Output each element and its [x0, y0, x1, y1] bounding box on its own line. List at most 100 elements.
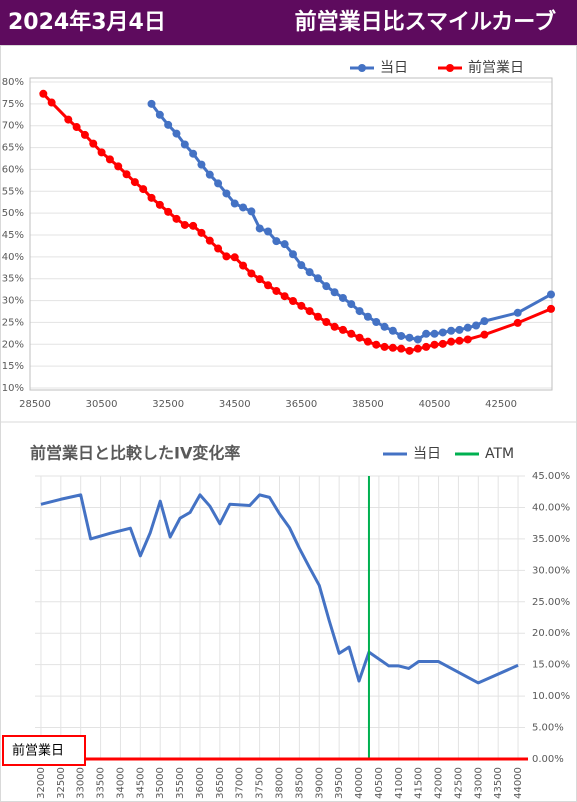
data-point — [455, 336, 464, 345]
data-point — [297, 261, 306, 270]
data-point — [313, 312, 322, 321]
y-tick-label: 50% — [2, 208, 24, 219]
data-point — [264, 281, 273, 290]
y-tick-label: 40% — [2, 252, 24, 263]
y-tick-label: 25.00% — [532, 597, 570, 608]
x-tick-label: 40500 — [419, 399, 451, 410]
data-point — [455, 325, 464, 334]
data-point — [180, 140, 189, 149]
data-point — [39, 89, 48, 98]
data-point — [313, 274, 322, 283]
data-point — [472, 321, 481, 330]
data-point — [447, 337, 456, 346]
y-tick-label: 60% — [2, 164, 24, 175]
data-point — [197, 160, 206, 169]
data-point — [289, 297, 297, 306]
data-point — [363, 312, 372, 321]
y-tick-label: 20% — [2, 339, 24, 350]
data-point — [180, 220, 189, 229]
data-point — [447, 326, 456, 335]
x-tick-label: 42500 — [485, 399, 517, 410]
x-tick-label: 43500 — [493, 767, 504, 799]
x-tick-label: 36500 — [285, 399, 317, 410]
data-point — [255, 275, 264, 284]
data-point — [264, 227, 273, 236]
data-point — [164, 207, 173, 216]
data-point — [322, 317, 331, 326]
y-tick-label: 10.00% — [532, 691, 570, 702]
data-point — [513, 308, 522, 317]
data-point — [338, 325, 347, 334]
x-tick-label: 34000 — [115, 767, 126, 799]
data-point — [388, 326, 397, 335]
data-point — [372, 317, 381, 326]
data-point — [405, 346, 414, 355]
legend-label: 当日 — [380, 60, 408, 76]
x-tick-label: 28500 — [19, 399, 51, 410]
y-tick-label: 30.00% — [532, 565, 570, 576]
data-point — [438, 328, 447, 337]
data-point — [438, 339, 447, 348]
data-point — [230, 253, 239, 262]
y-tick-label: 65% — [2, 143, 24, 154]
legend-label: ATM — [485, 446, 514, 462]
x-tick-label: 38000 — [275, 767, 286, 799]
data-point — [463, 335, 472, 344]
data-point — [272, 286, 281, 295]
data-point — [139, 185, 148, 194]
y-tick-label: 45.00% — [532, 471, 570, 482]
data-point — [189, 221, 198, 230]
data-point — [239, 203, 248, 212]
y-tick-label: 20.00% — [532, 628, 570, 639]
annotation-box — [2, 735, 86, 766]
data-point — [422, 329, 431, 338]
data-point — [380, 322, 389, 331]
data-point — [97, 148, 106, 157]
x-tick-label: 42000 — [434, 767, 445, 799]
x-tick-label: 42500 — [453, 767, 464, 799]
data-point — [397, 331, 406, 340]
data-point — [214, 179, 223, 188]
legend-marker — [358, 64, 366, 72]
plot-frame — [29, 77, 553, 391]
data-point — [547, 304, 555, 313]
x-tick-label: 40000 — [354, 767, 365, 799]
data-point — [338, 293, 347, 302]
x-tick-label: 38500 — [352, 399, 384, 410]
data-point — [372, 340, 381, 349]
data-point — [114, 162, 123, 171]
x-tick-label: 36000 — [195, 767, 206, 799]
data-point — [305, 268, 314, 277]
legend-label: 前営業日 — [468, 59, 524, 76]
legend-label: 当日 — [413, 446, 441, 462]
header-title: 前営業日比スマイルカーブ — [295, 9, 556, 35]
data-point — [172, 129, 181, 138]
data-point — [347, 300, 356, 309]
data-point — [230, 199, 239, 208]
data-point — [405, 333, 414, 342]
data-point — [463, 323, 472, 332]
x-tick-label: 32500 — [152, 399, 184, 410]
x-tick-label: 30500 — [86, 399, 118, 410]
data-point — [155, 110, 164, 119]
x-tick-label: 41500 — [414, 767, 425, 799]
data-point — [413, 344, 422, 353]
data-point — [272, 237, 281, 246]
y-tick-label: 5.00% — [532, 723, 564, 734]
x-tick-label: 39500 — [334, 767, 345, 799]
data-point — [222, 252, 231, 261]
y-tick-label: 55% — [2, 186, 24, 197]
y-tick-label: 40.00% — [532, 502, 570, 513]
x-tick-label: 35500 — [175, 767, 186, 799]
data-point — [547, 290, 555, 299]
data-point — [330, 288, 339, 297]
y-tick-label: 0.00% — [532, 754, 564, 765]
x-tick-label: 34500 — [135, 767, 146, 799]
x-tick-label: 40500 — [374, 767, 385, 799]
y-tick-label: 75% — [2, 99, 24, 110]
x-tick-label: 37500 — [255, 767, 266, 799]
x-tick-label: 35000 — [155, 767, 166, 799]
x-tick-label: 32000 — [36, 767, 47, 799]
y-tick-label: 10% — [2, 383, 24, 394]
annotation-label: 前営業日 — [12, 743, 64, 759]
